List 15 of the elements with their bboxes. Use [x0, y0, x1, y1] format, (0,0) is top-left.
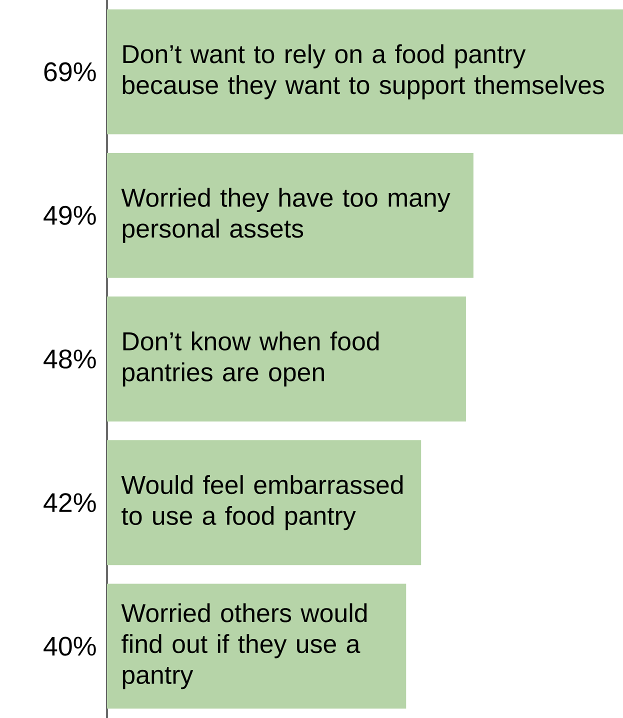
data-label: 48% [44, 349, 96, 369]
data-label: 42% [44, 493, 96, 512]
y-tick-label: Don’t want to rely on a food pantry because they want to support themselves [122, 44, 604, 100]
y-tick-label: Don’t know when food pantries are open [122, 331, 379, 387]
bar [107, 9, 623, 134]
data-label: 69% [44, 62, 96, 82]
data-label: 40% [44, 636, 96, 656]
y-tick-label: Would feel embarrassed to use a food pantry [121, 475, 403, 530]
bar [107, 440, 422, 566]
bar [107, 152, 474, 278]
y-tick-label: Worried they have too many personal assets [121, 188, 450, 243]
data-label: 49% [44, 206, 96, 225]
bar [107, 296, 466, 422]
y-tick-label: Worried others would find out if they use a pantry [121, 603, 367, 690]
bar [107, 584, 406, 709]
